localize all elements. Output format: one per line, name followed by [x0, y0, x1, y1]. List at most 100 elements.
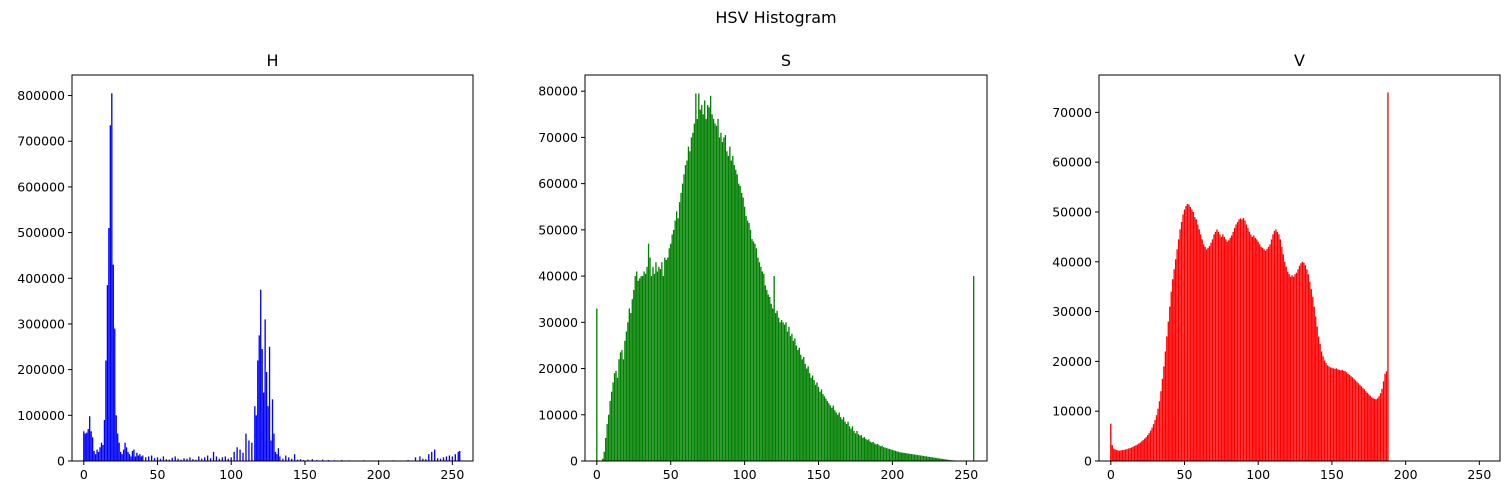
panel-v-bar	[1155, 415, 1158, 461]
panel-s-bar	[671, 234, 673, 461]
panel-v-bar	[1346, 372, 1348, 461]
y-tick-label: 100000	[17, 408, 65, 423]
panel-s-bar	[726, 151, 728, 461]
panel-s-bar	[766, 289, 768, 461]
panel-s-bar	[643, 271, 645, 461]
panel-v-bar	[1322, 356, 1324, 461]
y-tick-label: 20000	[538, 361, 578, 376]
panel-s-bar	[667, 257, 669, 461]
panel-h-bar	[192, 459, 194, 461]
panel-s-bar	[673, 229, 675, 461]
panel-s-bar	[698, 93, 700, 462]
panel-s-bar	[940, 458, 942, 461]
panel-h-bar	[137, 455, 140, 461]
panel-v-bar	[1385, 371, 1388, 461]
panel-s-bar	[826, 400, 829, 461]
panel-v-bar	[1303, 262, 1305, 461]
panel-h-bar	[428, 454, 430, 461]
panel-h-bar	[204, 457, 206, 461]
panel-v-bar	[1297, 269, 1299, 461]
panel-v-bar	[1320, 351, 1323, 461]
panel-s-bar	[894, 450, 897, 461]
panel-v-bar	[1245, 224, 1248, 461]
panel-v-bar	[1242, 217, 1245, 461]
panel-v-bar	[1192, 211, 1195, 461]
y-tick-label: 20000	[1052, 354, 1092, 369]
panel-v-bar	[1332, 368, 1335, 461]
panel-h-bar	[103, 419, 106, 461]
panel-v-bar	[1216, 229, 1218, 461]
panel-v-bar	[1116, 450, 1118, 461]
panel-s-bar	[850, 428, 852, 461]
panel-v-bar	[1309, 281, 1311, 461]
panel-s-bar	[881, 445, 883, 461]
panel-h-bar	[165, 459, 168, 461]
panel-s-bar	[832, 405, 834, 461]
panel-v-bar	[1353, 378, 1355, 461]
panel-s-bar	[897, 451, 899, 461]
panel-h-bar	[321, 459, 324, 461]
panel-s-bar	[845, 424, 848, 461]
panel-s-bar	[733, 165, 735, 461]
panel-v-bar	[1359, 384, 1361, 461]
panel-s-bar	[735, 169, 737, 461]
panel-s-bar	[814, 384, 817, 461]
panel-s-bar	[748, 222, 750, 461]
panel-v-bar	[1319, 343, 1321, 461]
panel-s-bar	[681, 183, 684, 461]
panel-h-title: H	[266, 51, 278, 70]
panel-s-bar	[822, 393, 824, 461]
panel-s-bar	[715, 125, 718, 461]
panel-h-bar	[218, 458, 221, 461]
y-tick-label: 200000	[17, 362, 65, 377]
panel-v-bar	[1195, 219, 1197, 461]
panel-h-bar	[130, 456, 132, 461]
panel-v-bar	[1347, 373, 1349, 461]
panel-v-bar	[1225, 239, 1227, 461]
panel-s-bar	[661, 262, 663, 461]
panel-s-bar	[795, 345, 798, 461]
panel-v-bar	[1223, 236, 1225, 461]
panel-s-bar	[786, 331, 789, 461]
panel-s-bar	[910, 454, 913, 461]
panel-s-bar	[606, 424, 608, 461]
panel-h-bar	[414, 457, 417, 461]
panel-s-bar	[634, 276, 636, 461]
panel-h-bar	[233, 451, 235, 461]
panel-v-bar	[1113, 448, 1115, 461]
panel-s-bar	[891, 449, 894, 461]
panel-s-bar	[916, 454, 919, 461]
panel-v-bar	[1376, 398, 1379, 461]
panel-s-bar	[622, 359, 625, 461]
panel-s-bar	[704, 100, 706, 462]
panel-s-bar	[721, 142, 724, 461]
panel-s-bar	[820, 389, 823, 461]
x-tick-label: 0	[593, 467, 601, 482]
x-tick-label: 50	[150, 467, 166, 482]
panel-v-bar	[1239, 218, 1242, 461]
panel-v-bar	[1307, 274, 1310, 461]
panel-s-bar	[644, 273, 647, 461]
panel-v-bar	[1341, 369, 1343, 461]
panel-h-bar	[87, 429, 89, 461]
panel-v-bar	[1278, 234, 1280, 461]
panel-v-bar	[1177, 239, 1180, 461]
panel-s-bar	[723, 137, 725, 461]
panel-s-bar	[788, 326, 790, 461]
panel-s-bar	[752, 241, 755, 461]
panel-v-bar	[1173, 269, 1175, 461]
panel-s-bar	[885, 448, 888, 461]
panel-s-bar	[944, 459, 947, 461]
panel-v-bar	[1231, 235, 1233, 461]
panel-v-bar	[1289, 276, 1292, 461]
panel-s-bar	[689, 151, 691, 461]
x-tick-label: 100	[733, 467, 757, 482]
panel-s-bar	[763, 273, 765, 461]
panel-h-bar	[133, 449, 135, 461]
panel-v-bar	[1142, 440, 1144, 461]
panel-s-bar	[742, 197, 744, 461]
panel-s-bar	[664, 257, 666, 461]
panel-s-bar	[637, 280, 639, 461]
panel-h-bar	[311, 459, 313, 461]
panel-v-bar	[1269, 244, 1271, 461]
